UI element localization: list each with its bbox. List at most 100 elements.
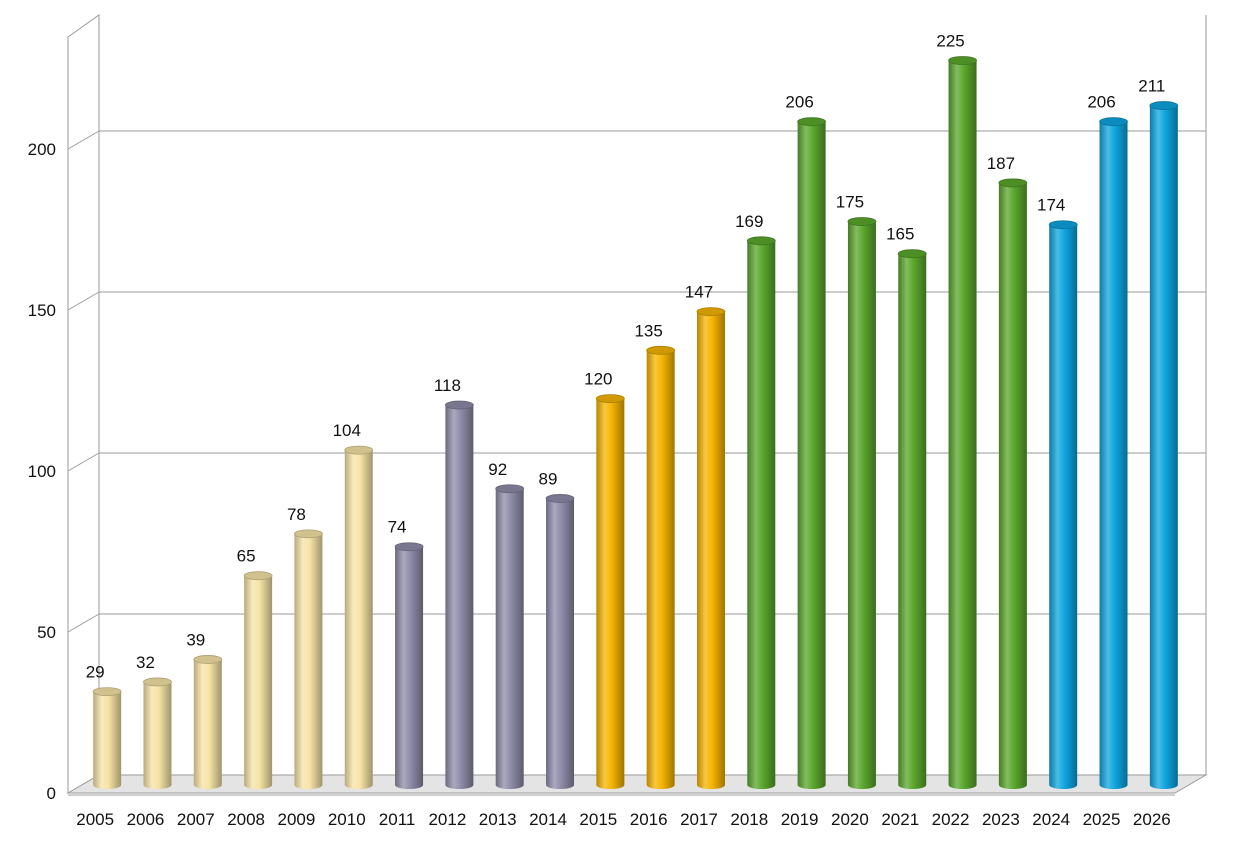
x-tick-label: 2016 [630,810,668,829]
bar-2019 [797,117,827,790]
y-tick-label: 50 [37,623,56,642]
bar-body [344,450,373,789]
data-label: 165 [886,225,914,244]
bar-2009 [294,529,323,789]
bar-top [344,445,374,455]
bar-body [847,221,876,789]
data-label: 225 [936,32,964,51]
bar-body [797,121,826,790]
bar-body [998,182,1027,790]
bar-body [495,488,524,789]
data-label: 104 [333,421,361,440]
grid-line-side [67,130,100,150]
bar-top [294,529,323,539]
x-tick-label: 2022 [932,810,970,829]
bar-top [696,307,726,317]
y-axis: 0 50 100 150 200 [28,140,56,803]
grid-line-side [67,452,100,472]
x-tick-label: 2010 [328,810,366,829]
data-label: 206 [1087,93,1115,112]
bar-2010 [344,445,374,789]
x-tick-label: 2005 [76,810,114,829]
bar-body [445,405,474,789]
data-label: 78 [287,505,306,524]
bar-body [93,691,122,789]
x-tick-label: 2018 [730,810,768,829]
bar-2022 [948,56,977,789]
bar-2024 [1048,220,1078,790]
chart-walls [66,14,1208,796]
bar-2020 [847,217,877,789]
bar-body [898,253,927,789]
data-label: 89 [539,469,558,488]
x-tick-label: 2026 [1133,810,1171,829]
bar-body [596,398,625,789]
data-label: 135 [634,321,662,340]
x-tick-label: 2008 [227,810,265,829]
y-tick-label: 150 [28,301,56,320]
x-tick-label: 2012 [428,810,466,829]
bar-body [1149,105,1178,789]
data-label: 120 [584,370,612,389]
bar-body [193,659,222,789]
data-label: 187 [987,154,1015,173]
data-label: 29 [86,663,105,682]
bar-top [92,687,122,697]
x-axis: 2005 2006 2007 2008 2009 2010 2011 2012 2013 2014… [76,810,1171,829]
x-tick-label: 2021 [881,810,919,829]
x-tick-label: 2019 [781,810,819,829]
bar-2026 [1149,101,1179,789]
data-label: 92 [488,460,507,479]
data-label: 206 [785,93,813,112]
bar-2007 [193,655,223,789]
bar-2013 [495,484,525,789]
bar-body [1049,224,1078,790]
bar-top [646,345,676,355]
bar-top [1099,117,1128,127]
data-label: 175 [836,193,864,212]
bar-top [495,484,525,494]
data-label: 211 [1138,77,1165,96]
bar-body [1099,121,1128,790]
bar-body [948,60,977,789]
bar-2011 [394,542,424,789]
bar-top [243,571,273,581]
x-tick-label: 2020 [831,810,869,829]
bar-body [696,311,725,789]
bar-2005 [92,687,122,789]
bar-body [546,498,575,789]
floor-edge [68,793,1175,796]
bar-2014 [545,494,575,789]
bar-body [244,575,273,789]
bar-2015 [595,394,625,789]
bar-top [444,400,474,410]
x-tick-label: 2015 [579,810,617,829]
bar-top [948,56,977,65]
bar-2023 [998,178,1028,790]
data-label: 174 [1037,196,1065,215]
floor [66,774,1208,794]
bar-body [747,240,776,789]
bar-2016 [646,345,676,789]
data-label: 65 [237,547,256,566]
x-tick-label: 2011 [379,810,416,829]
bar-top [394,542,424,552]
x-tick-label: 2009 [278,810,316,829]
data-label: 74 [388,518,407,537]
data-label: 118 [434,376,461,395]
y-tick-label: 0 [47,784,56,803]
x-tick-label: 2023 [982,810,1020,829]
bar-2025 [1099,117,1128,790]
data-label: 39 [186,630,205,649]
x-tick-label: 2014 [529,810,567,829]
y-tick-label: 100 [28,462,56,481]
bar-top [143,677,172,687]
bar-top [998,178,1028,188]
bar-body [395,546,424,789]
x-tick-label: 2013 [479,810,517,829]
bar-top [847,217,877,226]
bar-2021 [897,249,927,789]
bar-top [1048,220,1078,230]
bar-top [897,249,927,259]
